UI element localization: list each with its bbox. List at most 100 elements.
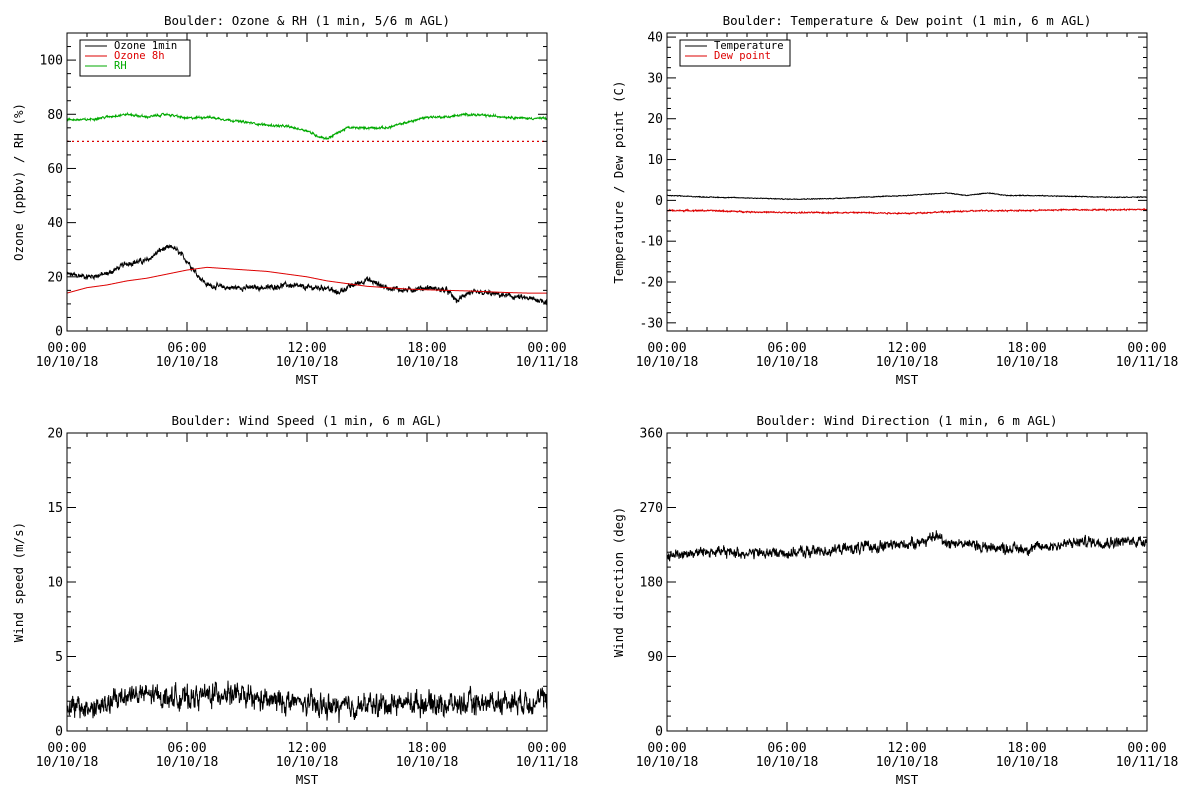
plot-frame bbox=[666, 32, 1148, 332]
y-tick-label: 20 bbox=[647, 112, 663, 127]
x-tick-date: 10/10/18 bbox=[276, 355, 339, 370]
x-tick-time: 00:00 bbox=[527, 341, 566, 356]
x-tick-date: 10/11/18 bbox=[516, 355, 579, 370]
x-tick-time: 12:00 bbox=[287, 341, 326, 356]
series-line-2 bbox=[67, 266, 547, 294]
y-tick-label: 40 bbox=[47, 216, 63, 231]
x-tick-date: 10/10/18 bbox=[156, 755, 219, 770]
x-tick-date: 10/10/18 bbox=[756, 755, 819, 770]
x-tick-time: 00:00 bbox=[647, 341, 686, 356]
x-axis-label: MST bbox=[296, 772, 319, 787]
x-tick-time: 12:00 bbox=[287, 741, 326, 756]
y-tick-label: 180 bbox=[640, 576, 663, 591]
x-tick-time: 12:00 bbox=[887, 341, 926, 356]
y-tick-label: 20 bbox=[47, 427, 63, 442]
plot-frame bbox=[66, 432, 548, 732]
x-tick-date: 10/10/18 bbox=[876, 755, 939, 770]
x-tick-time: 12:00 bbox=[887, 741, 926, 756]
x-tick-date: 10/10/18 bbox=[996, 355, 1059, 370]
x-tick-time: 00:00 bbox=[527, 741, 566, 756]
chart-title: Boulder: Wind Direction (1 min, 6 m AGL) bbox=[756, 413, 1057, 428]
y-axis-label: Ozone (ppbv) / RH (%) bbox=[11, 103, 26, 261]
x-tick-date: 10/10/18 bbox=[396, 755, 459, 770]
y-axis-label: Wind direction (deg) bbox=[611, 507, 626, 658]
x-tick-date: 10/10/18 bbox=[156, 355, 219, 370]
y-tick-label: 10 bbox=[647, 153, 663, 168]
y-tick-label: 270 bbox=[640, 501, 663, 516]
plot-area bbox=[67, 111, 547, 306]
y-tick-label: 10 bbox=[47, 576, 63, 591]
x-tick-date: 10/10/18 bbox=[36, 355, 99, 370]
chart-panel-4: Boulder: Wind Direction (1 min, 6 m AGL)… bbox=[611, 413, 1178, 787]
series-line-2 bbox=[667, 207, 1147, 215]
x-tick-date: 10/10/18 bbox=[636, 355, 699, 370]
x-tick-date: 10/11/18 bbox=[1116, 755, 1179, 770]
x-tick-time: 18:00 bbox=[1007, 341, 1046, 356]
x-tick-time: 00:00 bbox=[47, 341, 86, 356]
legend-label: Dew point bbox=[714, 50, 771, 62]
y-tick-label: 0 bbox=[655, 725, 663, 740]
series-line-3 bbox=[67, 111, 547, 141]
x-tick-date: 10/10/18 bbox=[636, 755, 699, 770]
x-tick-time: 00:00 bbox=[1127, 341, 1166, 356]
x-tick-time: 06:00 bbox=[767, 341, 806, 356]
x-axis-label: MST bbox=[296, 372, 319, 387]
y-tick-label: -10 bbox=[640, 235, 663, 250]
y-tick-label: 20 bbox=[47, 270, 63, 285]
x-tick-time: 06:00 bbox=[167, 741, 206, 756]
x-tick-date: 10/10/18 bbox=[396, 355, 459, 370]
series-line-1 bbox=[67, 243, 547, 306]
x-axis-label: MST bbox=[896, 772, 919, 787]
legend-label: Temperature bbox=[714, 40, 784, 52]
y-tick-label: 0 bbox=[655, 194, 663, 209]
y-tick-label: 30 bbox=[647, 71, 663, 86]
x-axis-label: MST bbox=[896, 372, 919, 387]
y-axis-label: Wind speed (m/s) bbox=[11, 522, 26, 642]
y-tick-label: 15 bbox=[47, 501, 63, 516]
y-tick-label: 40 bbox=[647, 31, 663, 46]
legend-label: Ozone 8h bbox=[114, 50, 165, 62]
y-tick-label: 100 bbox=[40, 54, 63, 69]
chart-title: Boulder: Ozone & RH (1 min, 5/6 m AGL) bbox=[164, 13, 450, 28]
series-line-1 bbox=[667, 192, 1147, 201]
y-tick-label: -20 bbox=[640, 276, 663, 291]
y-tick-label: 80 bbox=[47, 108, 63, 123]
x-tick-time: 00:00 bbox=[47, 741, 86, 756]
x-tick-date: 10/10/18 bbox=[876, 355, 939, 370]
y-tick-label: 60 bbox=[47, 162, 63, 177]
x-tick-time: 18:00 bbox=[1007, 741, 1046, 756]
x-tick-date: 10/10/18 bbox=[36, 755, 99, 770]
x-tick-time: 00:00 bbox=[1127, 741, 1166, 756]
x-tick-date: 10/11/18 bbox=[1116, 355, 1179, 370]
legend-label: RH bbox=[114, 60, 127, 72]
chart-panel-3: Boulder: Wind Speed (1 min, 6 m AGL) 0 5 10… bbox=[11, 413, 578, 787]
chart-title: Boulder: Wind Speed (1 min, 6 m AGL) bbox=[172, 413, 443, 428]
y-tick-label: 5 bbox=[55, 650, 63, 665]
x-tick-date: 10/10/18 bbox=[996, 755, 1059, 770]
x-tick-time: 18:00 bbox=[407, 741, 446, 756]
series-line-1 bbox=[67, 680, 547, 724]
x-tick-date: 10/10/18 bbox=[756, 355, 819, 370]
y-axis-label: Temperature / Dew point (C) bbox=[611, 80, 626, 283]
x-tick-time: 06:00 bbox=[767, 741, 806, 756]
plot-area bbox=[67, 680, 547, 724]
x-tick-time: 06:00 bbox=[167, 341, 206, 356]
legend-label: Ozone 1min bbox=[114, 40, 177, 52]
x-tick-time: 18:00 bbox=[407, 341, 446, 356]
y-tick-label: 90 bbox=[647, 650, 663, 665]
chart-panel-2: Boulder: Temperature & Dew point (1 min,… bbox=[611, 13, 1178, 387]
series-line-1 bbox=[667, 530, 1147, 562]
plot-area bbox=[667, 192, 1147, 215]
legend-box bbox=[679, 39, 791, 67]
x-tick-time: 00:00 bbox=[647, 741, 686, 756]
y-tick-label: 0 bbox=[55, 325, 63, 340]
x-tick-date: 10/10/18 bbox=[276, 755, 339, 770]
plot-area bbox=[667, 530, 1147, 562]
y-tick-label: 360 bbox=[640, 427, 663, 442]
x-tick-date: 10/11/18 bbox=[516, 755, 579, 770]
chart-title: Boulder: Temperature & Dew point (1 min,… bbox=[723, 13, 1092, 28]
chart-panel-1: Boulder: Ozone & RH (1 min, 5/6 m AGL) 0 2… bbox=[11, 13, 578, 387]
y-tick-label: -30 bbox=[640, 316, 663, 331]
